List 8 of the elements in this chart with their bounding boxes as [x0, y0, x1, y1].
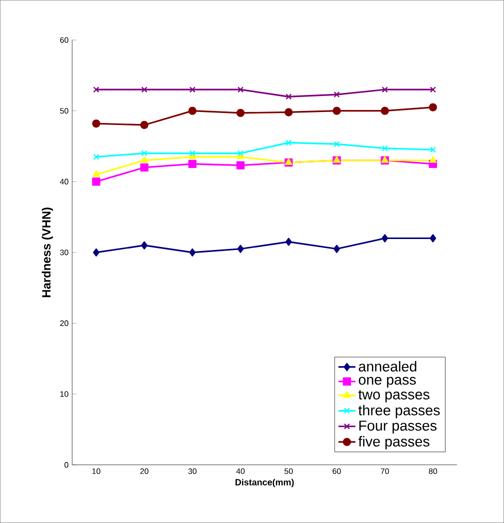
legend-label: one pass — [358, 376, 416, 388]
y-axis-title: Hardness (VHN) — [42, 208, 53, 298]
legend-label: annealed — [358, 361, 416, 372]
legend-label: five passes — [358, 436, 430, 450]
legend-label: two passes — [358, 390, 430, 402]
legend-label: three passes — [358, 404, 440, 418]
x-axis-title: Distance(mm) — [236, 478, 294, 488]
legend-label: Four passes — [359, 420, 437, 434]
